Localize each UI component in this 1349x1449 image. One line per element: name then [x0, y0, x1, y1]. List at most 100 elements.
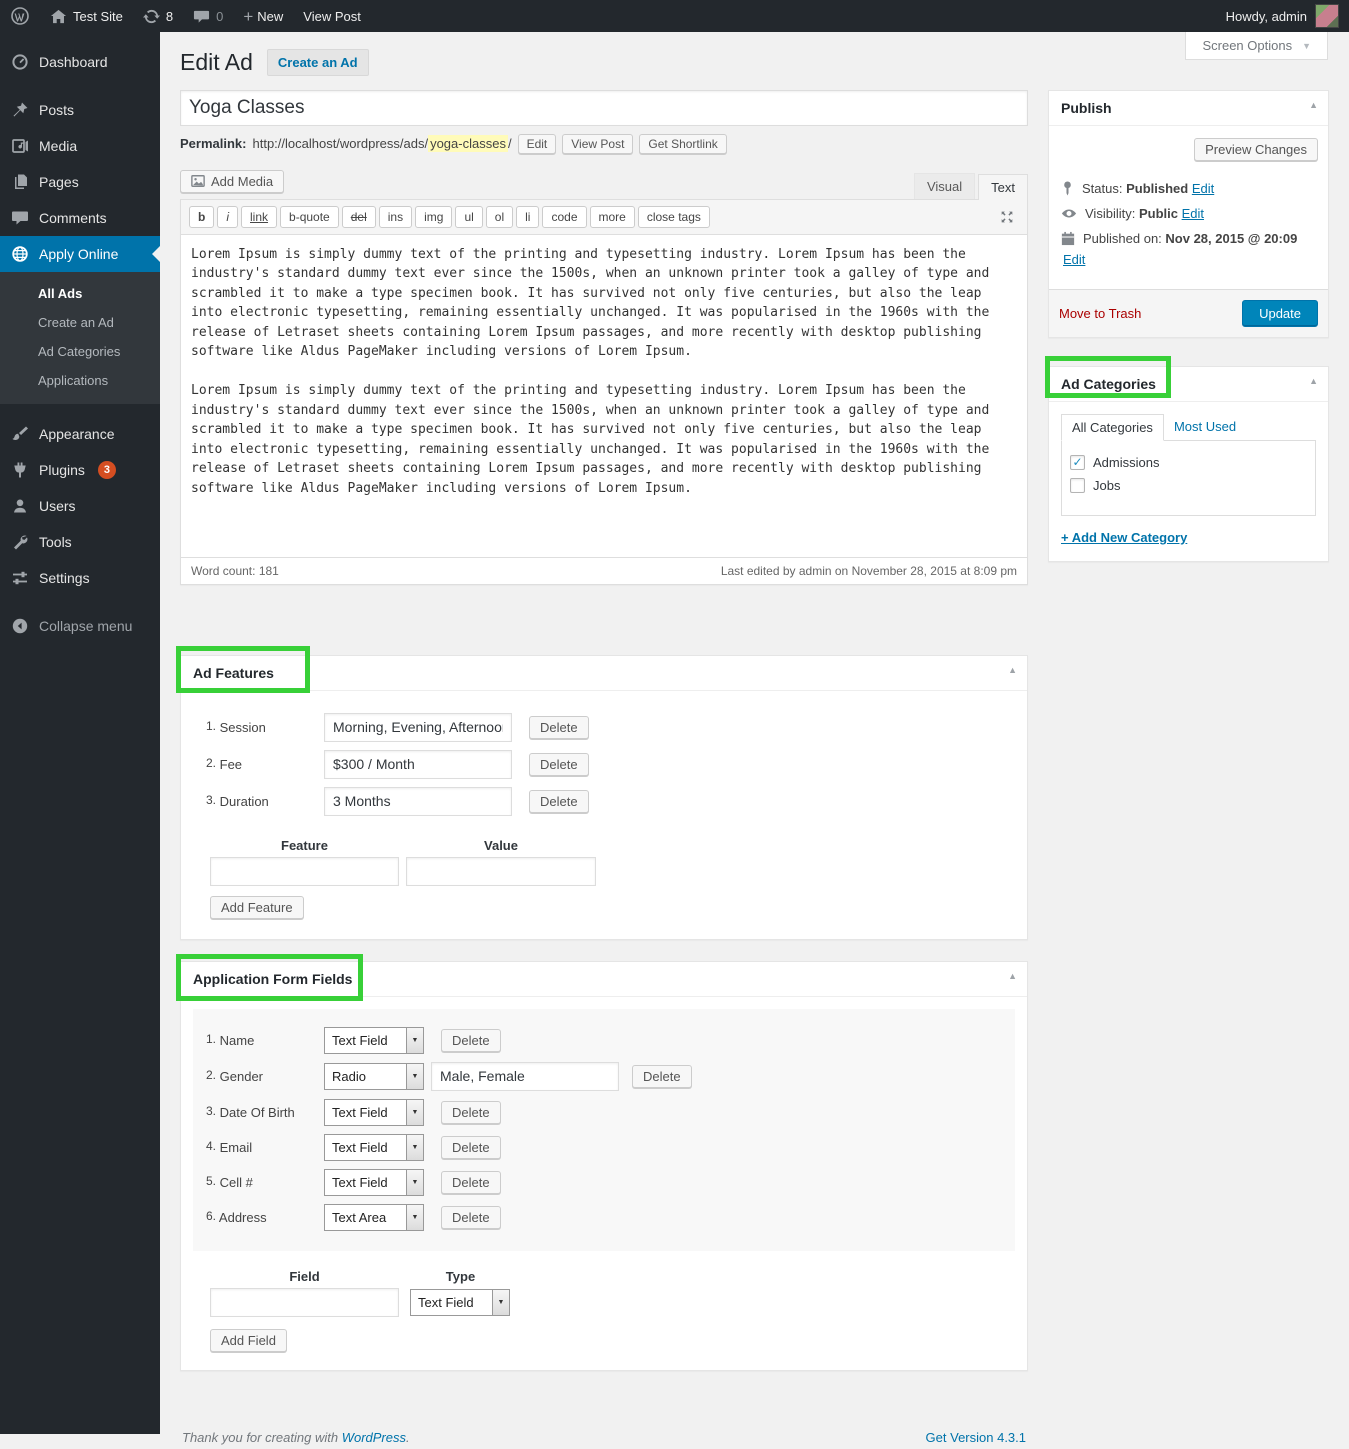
delete-field-button[interactable]: Delete — [632, 1064, 692, 1088]
sidebar-label: Pages — [39, 174, 79, 190]
quicktag-code-button[interactable]: code — [542, 205, 587, 228]
form-field-label: 6. Address — [206, 1209, 267, 1226]
permalink-edit-button[interactable]: Edit — [517, 133, 557, 154]
new-feature-value-input[interactable] — [406, 856, 596, 886]
quicktag-del-button[interactable]: del — [341, 205, 376, 228]
admin-bar-account[interactable]: Howdy, admin — [1216, 0, 1349, 32]
sidebar-item-media[interactable]: Media — [0, 128, 160, 164]
admin-bar-site-name[interactable]: Test Site — [40, 0, 133, 32]
delete-field-button[interactable]: Delete — [441, 1135, 501, 1159]
ad-features-header[interactable]: Ad Features ▲ — [181, 656, 1027, 691]
move-to-trash-link[interactable]: Move to Trash — [1059, 305, 1142, 321]
submenu-create-an-ad[interactable]: Create an Ad — [38, 315, 114, 330]
field-type-select[interactable]: Text Field ▼ — [324, 1168, 424, 1196]
quicktag-ins-button[interactable]: ins — [378, 205, 413, 228]
collapse-toggle-icon[interactable]: ▲ — [1008, 970, 1017, 981]
add-media-button[interactable]: Add Media — [180, 169, 285, 193]
create-an-ad-button[interactable]: Create an Ad — [266, 49, 369, 77]
sidebar-item-pages[interactable]: Pages — [0, 164, 160, 200]
quicktag-more-button[interactable]: more — [589, 205, 635, 228]
new-field-name-input[interactable] — [210, 1287, 399, 1317]
field-type-select[interactable]: Text Field ▼ — [324, 1133, 424, 1161]
feature-value-input[interactable] — [324, 749, 512, 779]
publish-header[interactable]: Publish ▲ — [1049, 91, 1328, 126]
get-version-link[interactable]: Get Version 4.3.1 — [925, 1429, 1026, 1445]
quicktag-link-button[interactable]: link — [241, 205, 278, 228]
quicktag-ol-button[interactable]: ol — [485, 205, 514, 228]
get-shortlink-button[interactable]: Get Shortlink — [639, 133, 727, 154]
sidebar-item-users[interactable]: Users — [0, 488, 160, 524]
update-count: 8 — [165, 8, 174, 24]
sidebar-item-plugins[interactable]: Plugins 3 — [0, 452, 160, 488]
feature-value-input[interactable] — [324, 786, 512, 816]
form-field-row: 1. Name Text Field ▼ Delete — [193, 1026, 1015, 1054]
delete-feature-button[interactable]: Delete — [529, 715, 589, 739]
sidebar-item-dashboard[interactable]: Dashboard — [0, 44, 160, 80]
fullscreen-icon[interactable] — [995, 207, 1019, 227]
admin-bar-comments[interactable]: 0 — [183, 0, 233, 32]
sidebar-item-posts[interactable]: Posts — [0, 92, 160, 128]
category-item: Jobs — [1070, 477, 1307, 493]
field-type-select[interactable]: Radio ▼ — [324, 1062, 424, 1090]
quicktag-img-button[interactable]: img — [415, 205, 453, 228]
quicktag-italic-button[interactable]: i — [217, 205, 239, 228]
sidebar-item-apply-online[interactable]: Apply Online — [0, 236, 160, 272]
sidebar-collapse-menu[interactable]: Collapse menu — [0, 608, 160, 644]
tab-text[interactable]: Text — [978, 173, 1028, 200]
edit-status-link[interactable]: Edit — [1191, 180, 1215, 196]
admin-bar-new[interactable]: + New — [233, 0, 293, 32]
tab-visual[interactable]: Visual — [913, 172, 976, 199]
category-checkbox[interactable] — [1070, 454, 1085, 470]
sidebar-item-settings[interactable]: Settings — [0, 560, 160, 596]
edit-visibility-link[interactable]: Edit — [1181, 205, 1205, 221]
new-feature-name-input[interactable] — [210, 856, 399, 886]
quicktag-bold-button[interactable]: b — [189, 205, 215, 228]
wordpress-logo[interactable] — [0, 0, 40, 32]
add-new-category-link[interactable]: + Add New Category — [1061, 529, 1188, 545]
category-checkbox[interactable] — [1070, 477, 1085, 493]
delete-field-button[interactable]: Delete — [441, 1170, 501, 1194]
submenu-all-ads[interactable]: All Ads — [38, 286, 83, 301]
collapse-toggle-icon[interactable]: ▲ — [1309, 99, 1318, 110]
post-content-textarea[interactable]: Lorem Ipsum is simply dummy text of the … — [181, 234, 1027, 557]
post-title-input[interactable] — [180, 89, 1028, 126]
content-area: Screen Options ▼ Edit Ad Create an Ad Pe… — [160, 32, 1349, 1445]
tab-most-used[interactable]: Most Used — [1173, 418, 1237, 434]
quicktag-bquote-button[interactable]: b-quote — [280, 205, 339, 228]
delete-field-button[interactable]: Delete — [441, 1028, 501, 1052]
delete-field-button[interactable]: Delete — [441, 1205, 501, 1229]
submenu-ad-categories[interactable]: Ad Categories — [38, 344, 121, 359]
edit-published-date-link[interactable]: Edit — [1063, 251, 1086, 267]
quicktag-closetags-button[interactable]: close tags — [637, 205, 710, 228]
admin-bar-updates[interactable]: 8 — [133, 0, 183, 32]
field-options-input[interactable] — [431, 1061, 619, 1091]
field-type-select[interactable]: Text Area ▼ — [324, 1203, 424, 1231]
screen-options-tab[interactable]: Screen Options ▼ — [1185, 32, 1328, 60]
ad-categories-header[interactable]: Ad Categories ▲ — [1049, 367, 1328, 402]
admin-bar-view-post[interactable]: View Post — [293, 0, 371, 32]
wordpress-link[interactable]: WordPress — [341, 1429, 406, 1445]
field-type-select[interactable]: Text Field ▼ — [324, 1026, 424, 1054]
delete-feature-button[interactable]: Delete — [529, 752, 589, 776]
delete-field-button[interactable]: Delete — [441, 1100, 501, 1124]
delete-feature-button[interactable]: Delete — [529, 789, 589, 813]
new-field-type-select[interactable]: Text Field ▼ — [410, 1288, 510, 1316]
preview-changes-button[interactable]: Preview Changes — [1194, 137, 1318, 161]
field-type-select[interactable]: Text Field ▼ — [324, 1098, 424, 1126]
collapse-toggle-icon[interactable]: ▲ — [1309, 375, 1318, 386]
feature-value-input[interactable] — [324, 712, 512, 742]
view-post-button[interactable]: View Post — [562, 133, 634, 154]
quicktag-ul-button[interactable]: ul — [455, 205, 483, 228]
quicktag-li-button[interactable]: li — [516, 205, 540, 228]
update-button[interactable]: Update — [1242, 299, 1318, 327]
tab-all-categories[interactable]: All Categories — [1061, 413, 1164, 441]
sidebar-label: Settings — [39, 570, 90, 586]
sidebar-item-tools[interactable]: Tools — [0, 524, 160, 560]
collapse-toggle-icon[interactable]: ▲ — [1008, 664, 1017, 675]
submenu-applications[interactable]: Applications — [38, 373, 109, 388]
sidebar-item-comments[interactable]: Comments — [0, 200, 160, 236]
sidebar-item-appearance[interactable]: Appearance — [0, 416, 160, 452]
add-field-button[interactable]: Add Field — [210, 1328, 287, 1352]
add-feature-button[interactable]: Add Feature — [210, 895, 304, 919]
form-fields-header[interactable]: Application Form Fields ▲ — [181, 962, 1027, 997]
